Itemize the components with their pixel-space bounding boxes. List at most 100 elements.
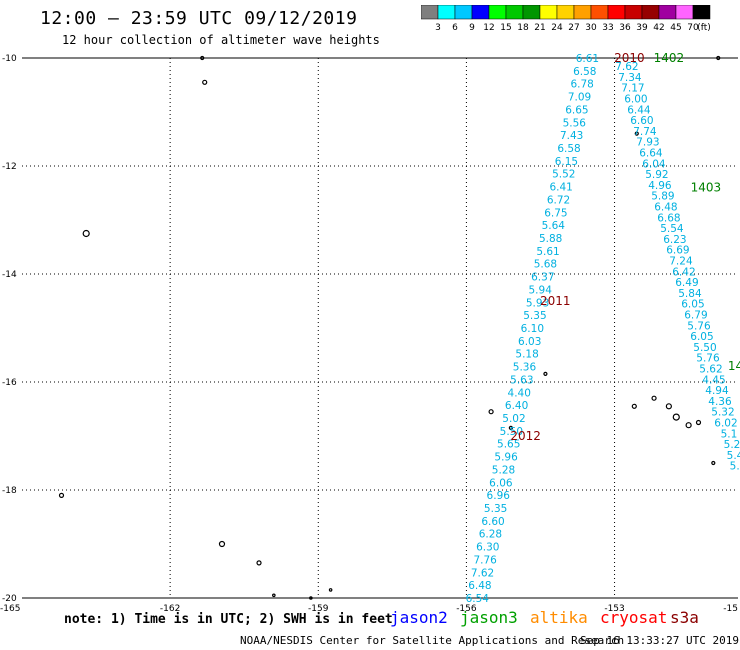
units-note: note: 1) Time is in UTC; 2) SWH is in fe… (64, 612, 393, 627)
wave-height-value: 6.05 (681, 299, 704, 311)
wave-height-value: 5.2 (724, 439, 740, 451)
island-outline (309, 596, 313, 600)
wave-height-value: 5.52 (552, 169, 575, 181)
longitude-label: -156 (456, 604, 477, 614)
latitude-label: -10 (2, 54, 17, 64)
wave-height-value: 5.3 (730, 461, 740, 473)
wave-height-value: 5.56 (563, 117, 587, 129)
wave-height-value: 6.65 (565, 104, 588, 116)
island-outline (202, 79, 208, 85)
colorbar-tick: 6 (452, 23, 458, 33)
wave-height-value: 5.63 (510, 374, 533, 386)
latitude-label: -20 (2, 594, 17, 604)
colorbar-tick: 27 (568, 23, 579, 33)
generated-timestamp: Sep 16 13:33:27 UTC 2019 (580, 634, 739, 647)
wave-height-value: 5.18 (515, 349, 538, 361)
colorbar-tick: 36 (619, 23, 631, 33)
wave-height-value: 7.24 (669, 256, 693, 268)
wave-height-colorbar: 3 6 9 12 15 18 21 24 27 30 33 36 39 42 45 70(ft) (421, 5, 711, 33)
wave-height-value: 7.74 (633, 126, 657, 138)
wave-height-value: 6.30 (476, 542, 499, 554)
wave-height-value: 6.23 (663, 234, 686, 246)
track-14: 14 (728, 359, 740, 373)
wave-height-value: 6.10 (521, 323, 544, 335)
colorbar-tick: 18 (517, 23, 529, 33)
axis-ticks: -10 -12 -14 -16 -18 -20-165 -162 -159 -156 -153 -1… (0, 54, 738, 614)
wave-height-value: 5.94 (529, 284, 553, 296)
colorbar-tick: 45 (670, 23, 681, 33)
colorbar-tick: 39 (636, 23, 648, 33)
wave-height-value: 5.35 (523, 310, 546, 322)
colorbar-tick: 30 (585, 23, 597, 33)
track-2010: 6.616.586.787.096.655.567.436.586.155.52… (466, 51, 645, 605)
wave-height-value: 5.28 (492, 464, 515, 476)
island-outline (543, 371, 548, 376)
track-id-label: 14 (728, 359, 740, 373)
island-outline (58, 492, 65, 498)
island-outline (200, 55, 205, 61)
wave-height-value: 7.17 (621, 83, 644, 95)
island-outline (665, 403, 672, 410)
longitude-label: -15 (723, 604, 738, 614)
wave-height-value: 4.45 (702, 374, 725, 386)
track-2012: 2012 (510, 429, 541, 443)
track-id-label: 2011 (540, 294, 571, 308)
island-outline (218, 540, 226, 548)
wave-height-value: 6.00 (624, 94, 647, 106)
altimeter-tracks: 6.616.586.787.096.655.567.436.586.155.52… (466, 51, 740, 605)
legend-jason3: jason3 (460, 608, 518, 627)
wave-height-value: 6.40 (505, 400, 528, 412)
wave-height-value: 5.54 (660, 223, 684, 235)
latitude-label: -14 (2, 270, 17, 280)
legend-altika: altika (530, 608, 588, 627)
wave-height-value: 5.62 (699, 364, 722, 376)
track-id-label: 1402 (654, 51, 685, 65)
wave-height-value: 6.78 (570, 79, 593, 91)
wave-height-value: 5.4 (727, 450, 740, 462)
wave-height-value: 7.34 (618, 72, 642, 84)
track-id-label: 2012 (510, 429, 541, 443)
wave-height-value: 5.84 (678, 288, 702, 300)
wave-height-value: 5.64 (542, 220, 566, 232)
island-outline (488, 409, 494, 415)
track-id-label: 1403 (691, 181, 722, 195)
colorbar-tick: 21 (534, 23, 545, 33)
colorbar-unit: (ft) (697, 23, 711, 33)
wave-height-value: 5.96 (494, 452, 518, 464)
track-1403: 1403 (691, 181, 722, 195)
colorbar-tick: 9 (469, 23, 475, 33)
island-outline (272, 593, 276, 598)
island-outline (651, 395, 657, 401)
longitude-label: -165 (0, 604, 20, 614)
island-outline (328, 588, 333, 592)
legend-jason2: jason2 (390, 608, 448, 627)
wave-height-value: 7.43 (560, 130, 583, 142)
wave-height-value: 6.64 (639, 148, 663, 160)
wave-height-value: 7.62 (471, 567, 494, 579)
island-outline (634, 131, 639, 136)
island-outlines (58, 55, 721, 600)
wave-height-value: 6.48 (468, 580, 491, 592)
map-grid (22, 57, 738, 599)
wave-height-value: 6.41 (549, 182, 572, 194)
wave-height-value: 6.05 (690, 331, 713, 343)
latitude-label: -16 (2, 378, 17, 388)
wave-height-value: 6.69 (666, 245, 689, 257)
wave-height-value: 6.75 (544, 207, 567, 219)
island-outline (508, 425, 513, 430)
wave-height-value: 5.50 (500, 426, 523, 438)
island-outline (711, 460, 716, 466)
wave-height-value: 4.36 (708, 396, 732, 408)
wave-height-value: 6.68 (657, 212, 680, 224)
wave-height-value: 5.76 (687, 320, 711, 332)
map-subtitle: 12 hour collection of altimeter wave hei… (62, 33, 380, 47)
wave-height-value: 6.37 (531, 272, 554, 284)
wave-height-value: 7.09 (568, 92, 591, 104)
longitude-label: -162 (160, 604, 180, 614)
track-1402: 7.627.347.176.006.446.607.747.936.646.04… (615, 51, 740, 473)
wave-height-value: 6.58 (557, 143, 580, 155)
wave-height-value: 6.49 (675, 277, 698, 289)
colorbar-tick: 70 (687, 23, 699, 33)
wave-height-value: 5.50 (693, 342, 716, 354)
